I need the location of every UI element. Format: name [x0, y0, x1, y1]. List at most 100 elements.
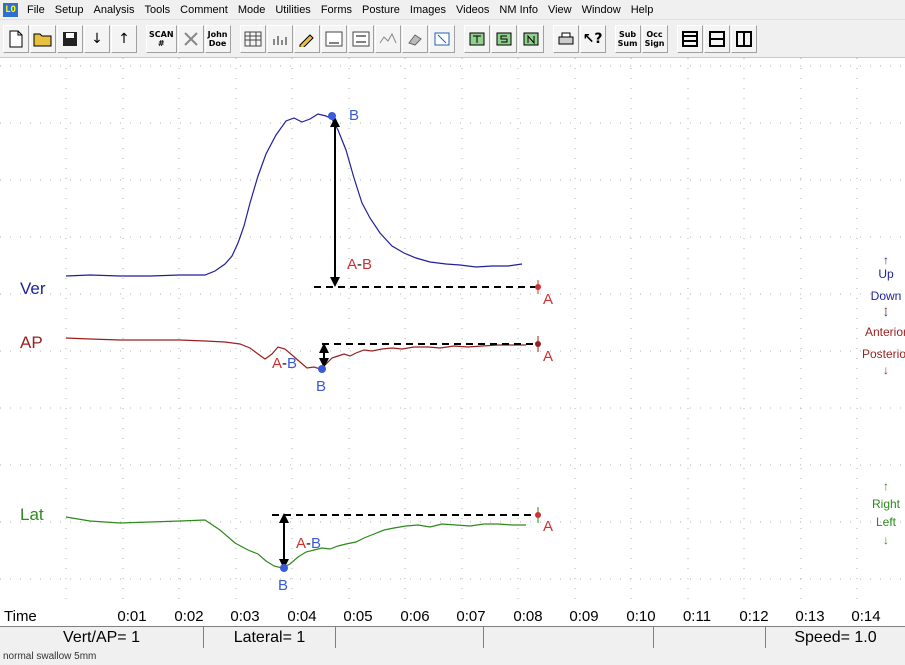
- ap-up-label: Anterior: [865, 325, 905, 339]
- file-caption: normal swallow 5mm: [0, 648, 905, 665]
- ver-down-label: Down: [871, 289, 902, 303]
- arrow-up-icon[interactable]: ↑: [111, 24, 137, 53]
- ver-up-label: Up: [878, 267, 894, 281]
- sub-sum-button[interactable]: Sub Sum: [614, 24, 641, 53]
- time-tick: 0:10: [626, 608, 656, 625]
- lateral-scale: Lateral= 1: [204, 627, 336, 648]
- menu-comment[interactable]: Comment: [180, 3, 228, 16]
- cross-tool-icon[interactable]: [177, 24, 204, 53]
- menu-nm-info[interactable]: NM Info: [499, 3, 538, 16]
- layout-split-icon[interactable]: [703, 24, 730, 53]
- ver-label: Ver: [20, 279, 46, 298]
- ap-label: AP: [20, 333, 43, 352]
- vert-ap-scale: Vert/AP= 1: [0, 627, 204, 648]
- toolbar: ↓ ↑ SCAN # John Doe ↖? Sub Sum Occ Sign: [0, 20, 905, 58]
- tag-s-icon[interactable]: [490, 24, 517, 53]
- time-tick: 0:08: [513, 608, 543, 625]
- time-tick: 0:07: [456, 608, 486, 625]
- tag-t-icon[interactable]: [463, 24, 490, 53]
- print-icon[interactable]: [552, 24, 579, 53]
- app-icon[interactable]: LO: [3, 2, 18, 17]
- time-tick: 0:09: [569, 608, 599, 625]
- layout-columns-icon[interactable]: [730, 24, 757, 53]
- lat-a-point: [535, 512, 541, 518]
- menu-images[interactable]: Images: [409, 3, 446, 16]
- speed-readout: Speed= 1.0: [794, 629, 877, 646]
- lat-trace: [65, 516, 526, 569]
- menu-tools[interactable]: Tools: [144, 3, 171, 16]
- lat-up-arrow: ↑: [883, 479, 889, 493]
- menu-bar: LO File Setup Analysis Tools Comment Mod…: [0, 0, 905, 20]
- status-pane-empty-3: [654, 627, 766, 648]
- ver-up-arrow: ↑: [883, 253, 889, 267]
- ver-a-minus-b-label: A-B: [347, 256, 372, 273]
- ap-a-minus-b-label: A-B: [272, 355, 297, 372]
- patient-name-button[interactable]: John Doe: [204, 24, 231, 53]
- waveform-icon[interactable]: [374, 24, 401, 53]
- time-tick: 0:03: [230, 608, 260, 625]
- ap-down-arrow: ↓: [883, 363, 889, 377]
- lat-down-arrow: ↓: [883, 533, 889, 547]
- menu-utilities[interactable]: Utilities: [275, 3, 311, 16]
- pencil-icon[interactable]: [293, 24, 320, 53]
- time-tick: 0:04: [287, 608, 317, 625]
- menu-help[interactable]: Help: [630, 3, 654, 16]
- ver-b-label: B: [349, 107, 359, 124]
- ap-down-label: Posterior: [862, 347, 905, 361]
- time-axis: Time 0:01 0:02 0:03 0:04 0:05 0:06 0:07 …: [0, 608, 905, 626]
- ver-trace: [65, 113, 523, 277]
- help-pointer-icon[interactable]: ↖?: [579, 24, 606, 53]
- status-pane-empty-1: [336, 627, 484, 648]
- time-tick: 0:06: [400, 608, 430, 625]
- lat-b-label: B: [278, 577, 288, 594]
- ver-down-arrow: ↓: [883, 305, 889, 319]
- new-file-icon[interactable]: [3, 24, 29, 53]
- menu-forms[interactable]: Forms: [320, 3, 352, 16]
- ver-b-point: [328, 112, 336, 120]
- menu-setup[interactable]: Setup: [54, 3, 84, 16]
- time-tick: 0:13: [795, 608, 825, 625]
- tag-n-icon[interactable]: [517, 24, 544, 53]
- time-tick: 0:14: [851, 608, 881, 625]
- ver-a-label: A: [543, 291, 553, 308]
- ap-b-label: B: [316, 378, 326, 395]
- save-icon[interactable]: [57, 24, 83, 53]
- ver-a-point: [535, 284, 541, 290]
- menu-analysis[interactable]: Analysis: [93, 3, 135, 16]
- menu-view[interactable]: View: [547, 3, 572, 16]
- menu-window[interactable]: Window: [581, 3, 621, 16]
- ap-a-label: A: [543, 348, 553, 365]
- marker-tool-icon[interactable]: [428, 24, 455, 53]
- time-tick: 0:01: [117, 608, 147, 625]
- ap-up-arrow: ↑: [883, 303, 889, 317]
- menu-posture[interactable]: Posture: [361, 3, 400, 16]
- occ-sign-button[interactable]: Occ Sign: [641, 24, 668, 53]
- status-pane-empty-2: [484, 627, 654, 648]
- lat-down-label: Left: [876, 515, 897, 529]
- lat-label: Lat: [20, 505, 44, 524]
- lat-up-label: Right: [872, 497, 901, 511]
- menu-file[interactable]: File: [27, 3, 45, 16]
- bar-chart-icon[interactable]: [266, 24, 293, 53]
- scale-1-0-alt-icon[interactable]: [347, 24, 374, 53]
- scan-button[interactable]: SCAN #: [146, 24, 177, 53]
- lat-b-point: [280, 564, 288, 572]
- status-bar: Vert/AP= 1 Lateral= 1 Speed= 1.0: [0, 626, 905, 648]
- lat-a-minus-b-label: A-B: [296, 535, 321, 552]
- menu-videos[interactable]: Videos: [455, 3, 490, 16]
- grid-view-icon[interactable]: [239, 24, 266, 53]
- menu-mode[interactable]: Mode: [237, 3, 266, 16]
- tracing-plot: Ver B A-B A AP B A-B A Lat B A-B A ↑ Up …: [0, 58, 905, 608]
- time-axis-label: Time: [4, 608, 37, 625]
- scale-1-0-icon[interactable]: [320, 24, 347, 53]
- open-folder-icon[interactable]: [30, 24, 56, 53]
- ap-a-point: [535, 341, 541, 347]
- eraser-icon[interactable]: [401, 24, 428, 53]
- lat-a-label: A: [543, 518, 553, 535]
- arrow-down-icon[interactable]: ↓: [84, 24, 110, 53]
- time-tick: 0:05: [343, 608, 373, 625]
- time-tick: 0:12: [739, 608, 769, 625]
- ap-b-point: [318, 365, 326, 373]
- time-tick: 0:11: [682, 608, 712, 625]
- layout-rows-icon[interactable]: [676, 24, 703, 53]
